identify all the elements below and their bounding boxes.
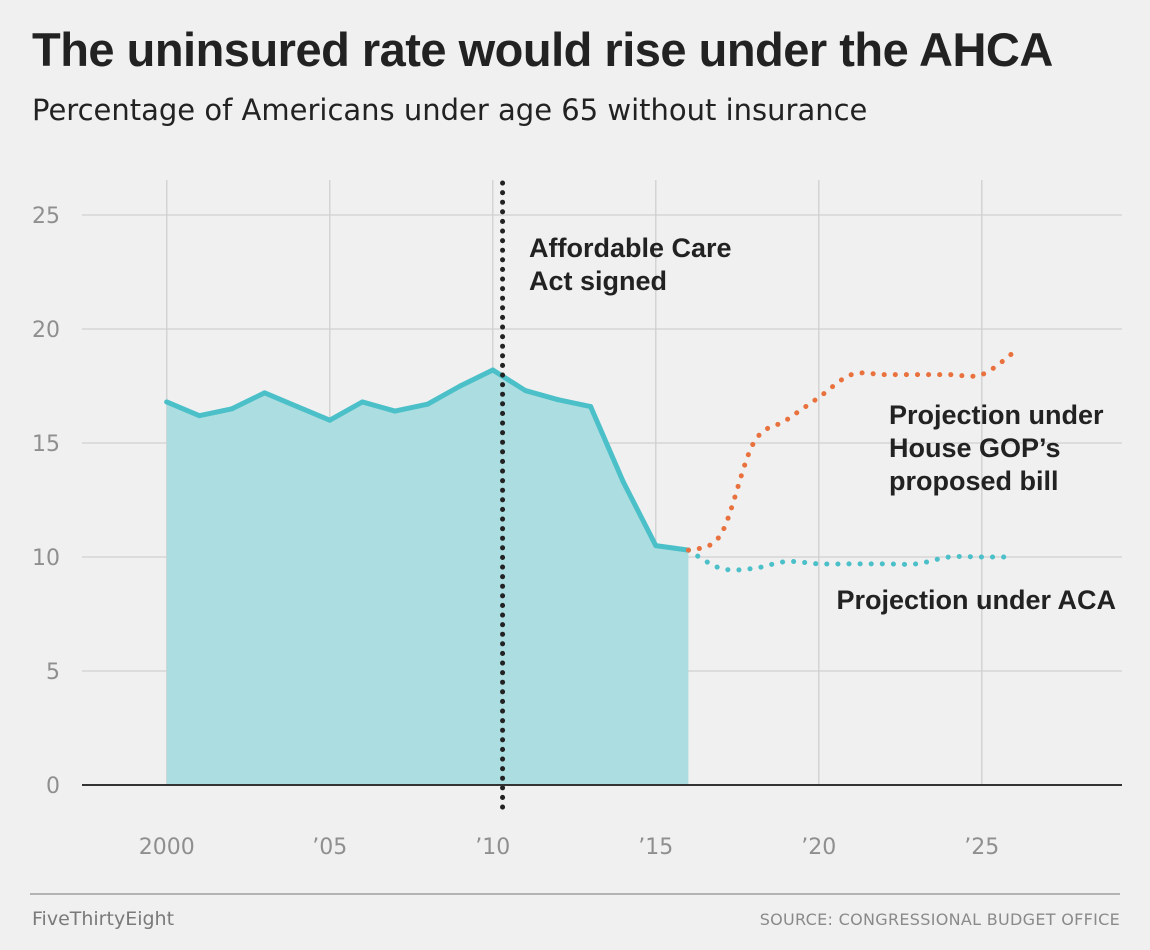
- historical-point: [555, 397, 561, 403]
- y-tick-label: 0: [46, 774, 60, 799]
- historical-area: [166, 370, 689, 785]
- historical-point: [294, 404, 300, 410]
- ahca-series-label: Projection under House GOP’s proposed bill: [889, 400, 1104, 496]
- chart-subtitle: Percentage of Americans under age 65 wit…: [32, 93, 868, 127]
- series-label-line: proposed bill: [889, 466, 1059, 496]
- historical-point: [196, 413, 202, 419]
- event-label: Affordable Care Act signed: [529, 233, 732, 296]
- historical-area-fill: [166, 370, 689, 785]
- y-tick-label: 15: [32, 432, 60, 457]
- y-tick-label: 25: [32, 204, 60, 229]
- y-tick-label: 20: [32, 318, 60, 343]
- brand-credit: FiveThirtyEight: [32, 908, 175, 930]
- historical-point: [653, 543, 659, 549]
- source-credit: SOURCE: CONGRESSIONAL BUDGET OFFICE: [759, 910, 1120, 929]
- x-tick-label: ’05: [312, 835, 347, 860]
- series-lines: [164, 349, 1017, 573]
- x-tick-label: ’15: [638, 835, 673, 860]
- historical-point: [522, 388, 528, 394]
- historical-point: [425, 401, 431, 407]
- y-tick-label: 5: [46, 660, 60, 685]
- historical-point: [457, 383, 463, 389]
- footer-divider: [30, 893, 1120, 895]
- historical-point: [262, 390, 268, 396]
- historical-point: [392, 408, 398, 414]
- historical-point: [359, 399, 365, 405]
- annotation-labels: Affordable Care Act signed Projection unde…: [529, 233, 1116, 615]
- historical-point: [229, 406, 235, 412]
- aca-projection-line: [685, 547, 1017, 573]
- x-tick-label: 2000: [139, 835, 195, 860]
- historical-point: [490, 367, 496, 373]
- series-label-line: House GOP’s: [889, 433, 1061, 463]
- chart-title: The uninsured rate would rise under the …: [32, 23, 1053, 76]
- historical-point: [164, 399, 170, 405]
- x-tick-label: ’10: [475, 835, 510, 860]
- event-label-line: Affordable Care: [529, 233, 732, 263]
- series-label-line: Projection under ACA: [836, 585, 1116, 615]
- series-label-line: Projection under: [889, 400, 1104, 430]
- historical-point: [620, 479, 626, 485]
- historical-point: [588, 404, 594, 410]
- historical-point: [327, 417, 333, 423]
- y-tick-label: 10: [32, 546, 60, 571]
- axes: 0 5 10 15 20 25 2000 ’05 ’10 ’15 ’20 ’25: [32, 204, 1122, 860]
- event-label-line: Act signed: [529, 266, 667, 296]
- x-tick-label: ’20: [801, 835, 836, 860]
- x-tick-label: ’25: [964, 835, 999, 860]
- aca-series-label: Projection under ACA: [836, 585, 1116, 615]
